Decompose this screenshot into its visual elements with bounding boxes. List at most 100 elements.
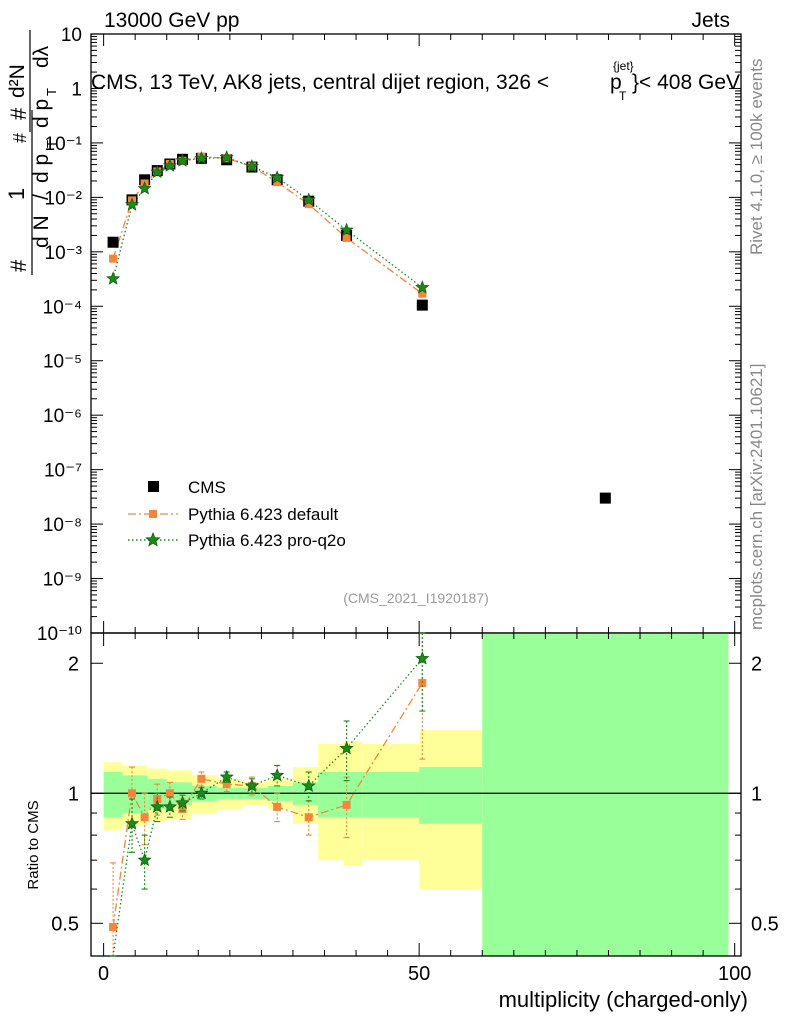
ylabel-one: 1 bbox=[4, 188, 29, 200]
main-y-tick-label: 10⁻⁵ bbox=[43, 352, 82, 373]
main-y-tick-label: 10⁻¹⁰ bbox=[37, 624, 82, 645]
ratio-proq2o-point bbox=[194, 785, 209, 800]
legend-label-default: Pythia 6.423 default bbox=[188, 505, 339, 524]
ratio-default-point bbox=[140, 813, 149, 822]
plot-title-tail: }< 408 GeV bbox=[632, 71, 740, 94]
analysis-reference: (CMS_2021_I1920187) bbox=[343, 590, 489, 606]
x-tick-label: 50 bbox=[408, 963, 430, 985]
ratio-stat-uncertainty-band bbox=[419, 767, 483, 824]
proq2o-data-point bbox=[175, 153, 190, 167]
ratio-y-tick-label-left: 2 bbox=[68, 653, 79, 675]
ylabel-dN: d N bbox=[30, 215, 53, 248]
proq2o-data-point bbox=[137, 181, 152, 195]
ratio-proq2o-point bbox=[301, 778, 316, 793]
proq2o-data-point bbox=[415, 280, 430, 294]
main-y-tick-label: 10⁻⁹ bbox=[43, 570, 82, 591]
plot-title-main: CMS, 13 TeV, AK8 jets, central dijet reg… bbox=[91, 71, 549, 94]
plot-title-pt: p bbox=[610, 71, 622, 94]
ratio-frame bbox=[90, 632, 742, 957]
main-y-tick-label: 10⁻¹ bbox=[45, 134, 83, 155]
ylabel-T: T bbox=[44, 140, 59, 148]
ratio-bands bbox=[103, 633, 729, 956]
proq2o-data-point bbox=[194, 150, 209, 165]
default-data-point bbox=[273, 178, 282, 187]
main-y-tick-label: 10⁻⁴ bbox=[43, 297, 82, 318]
proq2o-data-point bbox=[150, 164, 165, 179]
ratio-y-tick-label-left: 1 bbox=[68, 783, 79, 805]
ratio-proq2o-point bbox=[339, 740, 354, 755]
series-line bbox=[112, 155, 423, 295]
ratio-default-point bbox=[109, 923, 118, 932]
main-y-tick-label: 10⁻³ bbox=[45, 243, 83, 264]
default-data-point bbox=[304, 200, 313, 209]
ylabel-dpT-2: d p bbox=[30, 99, 53, 128]
ratio-default-point bbox=[128, 789, 137, 798]
main-y-tick-label: 10⁻² bbox=[45, 188, 83, 209]
legend-marker-default bbox=[149, 510, 157, 518]
legend-label-cms: CMS bbox=[188, 478, 226, 497]
ratio-proq2o-point bbox=[162, 799, 178, 813]
ratio-default-point bbox=[273, 802, 282, 811]
header-right-label: Jets bbox=[691, 9, 730, 32]
ratio-default-point bbox=[304, 813, 313, 822]
default-data-point bbox=[342, 233, 351, 242]
series-line bbox=[112, 156, 423, 289]
main-panel: 10⁻¹⁰ 10⁻⁹ 10⁻⁸ 10⁻⁷ 10⁻⁶ 10⁻⁵ 10⁻⁴ 10⁻³ 10⁻² 10⁻… bbox=[37, 25, 742, 645]
proq2o-data-point bbox=[105, 271, 121, 285]
ratio-proq2o-point bbox=[137, 852, 152, 867]
ratio-default-point bbox=[197, 774, 206, 783]
header-left-label: 13000 GeV pp bbox=[104, 9, 239, 32]
ratio-y-tick-label-right: 1 bbox=[751, 783, 762, 805]
legend: CMS Pythia 6.423 default Pythia 6.423 pr… bbox=[128, 478, 346, 550]
proq2o-data-point bbox=[244, 158, 260, 173]
legend-marker-proq2o bbox=[145, 531, 161, 547]
ratio-y-tick-label-right: 2 bbox=[751, 653, 762, 675]
mcplots-label: mcplots.cern.ch [arXiv:2401.10621] bbox=[747, 364, 766, 630]
ratio-default-point bbox=[165, 789, 174, 798]
ratio-proq2o-point bbox=[415, 651, 430, 665]
x-tick-label: 0 bbox=[98, 963, 109, 985]
ylabel-dpT: d p bbox=[30, 154, 53, 183]
ratio-proq2o-point bbox=[124, 816, 140, 830]
main-y-tick-label: 1 bbox=[71, 79, 82, 100]
ylabel-slash: / bbox=[30, 194, 53, 200]
ylabel-d2N: d²N bbox=[6, 64, 29, 98]
main-y-tick-label: 10⁻⁷ bbox=[44, 461, 82, 482]
ylabel-hash-1: # bbox=[6, 259, 31, 272]
ratio-stat-uncertainty-band bbox=[362, 772, 420, 818]
ratio-proq2o-point bbox=[150, 799, 165, 813]
proq2o-data-point bbox=[301, 192, 316, 206]
main-y-tick-label: 10⁻⁶ bbox=[43, 406, 82, 427]
proq2o-data-point bbox=[270, 170, 285, 184]
ratio-proq2o-point bbox=[219, 769, 234, 784]
plot-title: CMS, 13 TeV, AK8 jets, central dijet reg… bbox=[91, 59, 740, 103]
ylabel-T-2: T bbox=[44, 88, 59, 96]
x-tick-label: 100 bbox=[718, 963, 751, 985]
ratio-y-tick-label-left: 0.5 bbox=[51, 913, 79, 935]
ratio-default-point bbox=[342, 800, 351, 809]
proq2o-data-point bbox=[124, 197, 140, 211]
ratio-default-point bbox=[418, 679, 427, 688]
ratio-data-marks bbox=[109, 632, 430, 957]
rivet-version-label: Rivet 4.1.0, ≥ 100k events bbox=[747, 59, 766, 255]
cms-data-point bbox=[599, 492, 611, 504]
main-y-tick-label: 10 bbox=[61, 25, 82, 46]
cms-data-point bbox=[107, 236, 119, 248]
proq2o-data-point bbox=[339, 222, 354, 237]
ratio-panel: 0.5 0.5 1 1 2 2 0 50 100 bbox=[51, 632, 779, 985]
ratio-proq2o-point bbox=[270, 767, 285, 782]
cms-data-point bbox=[416, 299, 428, 311]
x-axis-label: multiplicity (charged-only) bbox=[499, 987, 748, 1012]
ratio-stat-uncertainty-band bbox=[318, 772, 344, 818]
legend-marker-cms bbox=[148, 481, 159, 492]
ylabel-dlambda: dλ bbox=[30, 45, 53, 68]
main-data-marks bbox=[105, 150, 611, 504]
ratio-default-point bbox=[222, 780, 231, 789]
proq2o-data-point bbox=[219, 150, 234, 164]
proq2o-data-point bbox=[162, 158, 178, 172]
ratio-proq2o-point bbox=[244, 778, 260, 793]
plot-title-pt-super: {jet} bbox=[613, 59, 634, 73]
plot-title-pt-sub: T bbox=[619, 89, 627, 103]
main-y-axis-label: # 1 # d N / d p T # d²N d p T dλ bbox=[4, 30, 59, 275]
